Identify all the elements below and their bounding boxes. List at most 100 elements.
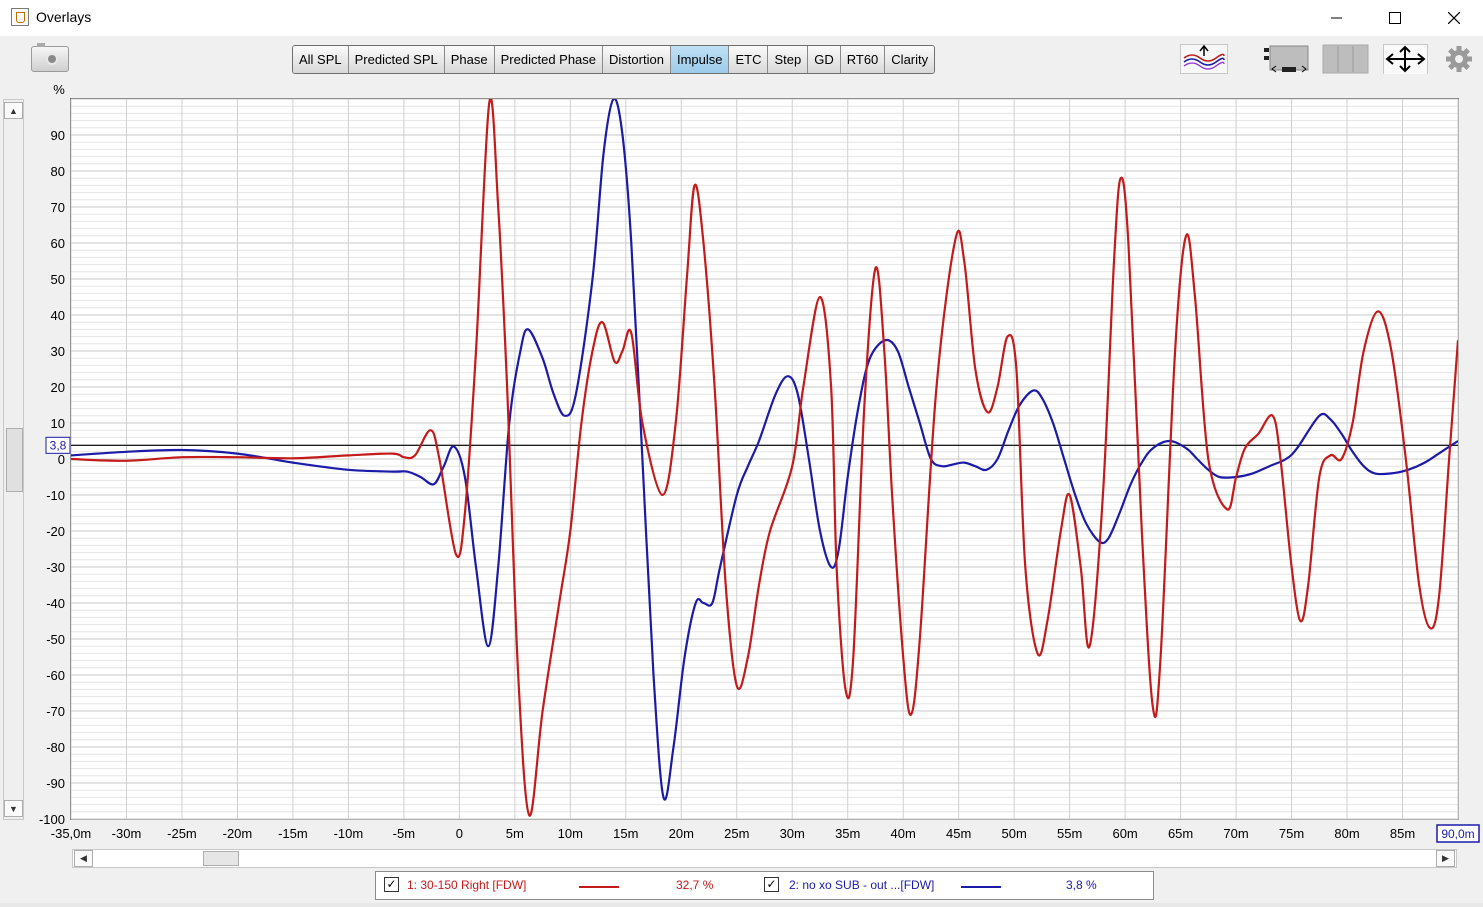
x-tick-label: 25m	[724, 826, 749, 841]
y-tick-label: -90	[46, 776, 65, 791]
tab-all-spl[interactable]: All SPL	[293, 46, 349, 73]
camera-icon-top	[37, 43, 45, 47]
x-tick-label: 45m	[946, 826, 971, 841]
vertical-scroll-thumb[interactable]	[6, 428, 23, 492]
maximize-icon	[1389, 12, 1401, 24]
close-button[interactable]	[1431, 0, 1477, 36]
y-tick-label: -60	[46, 668, 65, 683]
legend-value: 32,7 %	[676, 878, 714, 892]
y-tick-label: 90	[51, 128, 65, 143]
y-axis-ticks: -100-90-80-70-60-50-40-30-20-10010203040…	[39, 128, 65, 827]
x-tick-label: -30m	[112, 826, 142, 841]
fit-arrows-icon[interactable]	[1383, 44, 1429, 74]
legend-checkbox[interactable]: ✓	[764, 877, 779, 892]
x-tick-label: -20m	[223, 826, 253, 841]
y-tick-label: -80	[46, 740, 65, 755]
tab-impulse[interactable]: Impulse	[670, 46, 730, 73]
x-tick-label: 10m	[558, 826, 583, 841]
y-tick-label: -70	[46, 704, 65, 719]
tab-distortion[interactable]: Distortion	[603, 46, 671, 73]
y-tick-label: 20	[51, 380, 65, 395]
tab-etc[interactable]: ETC	[729, 46, 769, 73]
y-tick-label: 10	[51, 416, 65, 431]
scroll-right-button[interactable]: ▶	[1436, 850, 1455, 867]
y-tick-label: 70	[51, 200, 65, 215]
app-icon	[11, 8, 29, 26]
tab-phase[interactable]: Phase	[444, 46, 495, 73]
x-tick-label: 70m	[1223, 826, 1248, 841]
legend: ✓ 1: 30-150 Right [FDW] 32,7 % ✓ 2: no x…	[375, 871, 1154, 900]
controls-icon[interactable]	[1322, 44, 1370, 74]
legend-checkbox[interactable]: ✓	[384, 877, 399, 892]
y-tick-label: -100	[39, 812, 65, 827]
y-tick-label: -50	[46, 632, 65, 647]
x-tick-label: -10m	[334, 826, 364, 841]
traces-icon[interactable]	[1180, 44, 1228, 74]
tab-gd[interactable]: GD	[808, 46, 841, 73]
y-marker[interactable]: 3,8	[45, 436, 71, 454]
x-tick-label: 60m	[1112, 826, 1137, 841]
x-tick-label: 35m	[835, 826, 860, 841]
x-tick-label: 55m	[1057, 826, 1082, 841]
y-tick-label: 0	[58, 452, 65, 467]
x-tick-label: 80m	[1334, 826, 1359, 841]
y-tick-label: 80	[51, 164, 65, 179]
camera-button[interactable]	[31, 43, 69, 72]
minimize-button[interactable]	[1314, 0, 1360, 36]
legend-swatch	[961, 886, 1001, 888]
horizontal-scroll-thumb[interactable]	[203, 851, 239, 866]
scroll-down-button[interactable]: ▼	[4, 800, 23, 817]
y-tick-label: 30	[51, 344, 65, 359]
x-tick-label: 65m	[1168, 826, 1193, 841]
legend-label: 2: no xo SUB - out ...[FDW]	[789, 878, 935, 892]
plot-area[interactable]	[70, 98, 1459, 820]
x-tick-label: 50m	[1002, 826, 1027, 841]
x-tick-label: 5m	[506, 826, 524, 841]
graph-type-tabs: All SPL Predicted SPL Phase Predicted Phase…	[292, 45, 936, 74]
legend-entry[interactable]: ✓ 1: 30-150 Right [FDW] 32,7 %	[384, 877, 764, 895]
x-tick-label: 20m	[669, 826, 694, 841]
x-tick-label: -25m	[167, 826, 197, 841]
window-bottom-edge	[0, 903, 1483, 907]
x-axis-ticks: -35,0m -30m -25m -20m -15m -10m -5m 0 5m 10m 15m 20…	[51, 826, 1415, 841]
x-tick-label: 85m	[1390, 826, 1415, 841]
window-title: Overlays	[36, 9, 92, 25]
x-tick-label: -5m	[393, 826, 415, 841]
camera-icon	[46, 53, 58, 65]
y-tick-label: -10	[46, 488, 65, 503]
legend-position-icon[interactable]	[1262, 44, 1310, 74]
tab-predicted-spl[interactable]: Predicted SPL	[348, 46, 445, 73]
y-tick-label: -30	[46, 560, 65, 575]
y-marker-value: 3,8	[50, 438, 67, 452]
scroll-up-button[interactable]: ▲	[4, 102, 23, 119]
x-tick-label: 40m	[891, 826, 916, 841]
legend-entry[interactable]: ✓ 2: no xo SUB - out ...[FDW] 3,8 %	[764, 877, 1144, 895]
x-marker[interactable]: 90,0m	[1436, 824, 1480, 843]
x-tick-label: 75m	[1279, 826, 1304, 841]
title-bar: Overlays	[0, 0, 1483, 36]
y-tick-label: 60	[51, 236, 65, 251]
x-tick-label: 15m	[613, 826, 638, 841]
gear-icon[interactable]	[1444, 44, 1474, 74]
vertical-scrollbar[interactable]: ▲ ▼	[3, 99, 24, 820]
x-tick-label: 30m	[780, 826, 805, 841]
x-tick-label: 0	[456, 826, 463, 841]
legend-value: 3,8 %	[1066, 878, 1097, 892]
tab-rt60[interactable]: RT60	[840, 46, 886, 73]
tab-predicted-phase[interactable]: Predicted Phase	[494, 46, 604, 73]
minimize-icon	[1331, 17, 1342, 19]
legend-label: 1: 30-150 Right [FDW]	[407, 878, 527, 892]
scroll-left-button[interactable]: ◀	[74, 850, 93, 867]
close-icon	[1448, 12, 1460, 24]
x-tick-label: -15m	[278, 826, 308, 841]
x-tick-label: -35,0m	[51, 826, 91, 841]
y-tick-label: 50	[51, 272, 65, 287]
legend-swatch	[579, 886, 619, 888]
horizontal-scrollbar[interactable]: ◀ ▶	[72, 849, 1457, 868]
x-marker-value: 90,0m	[1441, 827, 1474, 841]
y-tick-label: -20	[46, 524, 65, 539]
maximize-button[interactable]	[1372, 0, 1418, 36]
y-tick-label: 40	[51, 308, 65, 323]
tab-clarity[interactable]: Clarity	[885, 46, 935, 73]
tab-step[interactable]: Step	[768, 46, 809, 73]
